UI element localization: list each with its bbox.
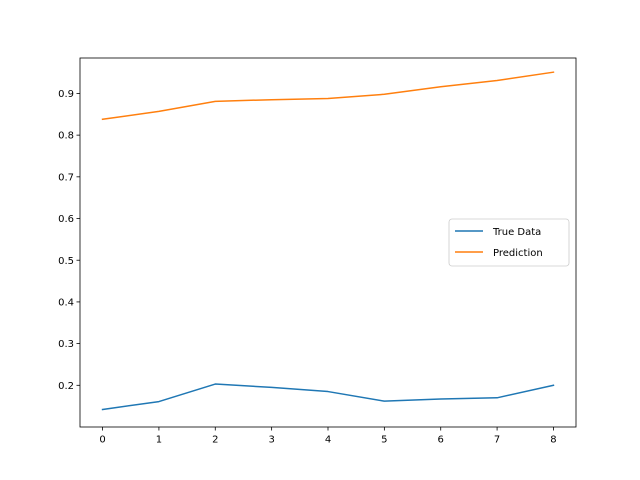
x-tick-label: 4: [325, 435, 331, 446]
x-tick-label: 5: [381, 435, 387, 446]
y-tick-label: 0.8: [58, 131, 74, 142]
y-tick-label: 0.3: [58, 339, 74, 350]
y-tick-label: 0.9: [58, 89, 74, 100]
series-line-true-data: [101, 383, 555, 411]
series-layer: [101, 71, 555, 411]
x-tick-label: 2: [212, 435, 218, 446]
x-tick-label: 7: [494, 435, 500, 446]
x-tick-label: 8: [550, 435, 556, 446]
y-tick-label: 0.4: [58, 298, 74, 309]
y-tick-label: 0.5: [58, 256, 74, 267]
y-tick-label: 0.7: [58, 172, 74, 183]
series-line-prediction: [101, 71, 555, 121]
legend-label-true-data: True Data: [492, 227, 541, 238]
x-tick-label: 0: [99, 435, 105, 446]
x-tick-label: 3: [268, 435, 274, 446]
x-tick-label: 1: [156, 435, 162, 446]
x-tick-label: 6: [438, 435, 444, 446]
y-tick-label: 0.2: [58, 381, 74, 392]
y-tick-label: 0.6: [58, 214, 74, 225]
legend-label-prediction: Prediction: [493, 248, 543, 259]
axes-layer: 0 1 2 3 4 5 6 7 8 0.2 0.3 0.4 0.5 0.6 0.7 0.8 0.9: [58, 57, 577, 446]
legend: True Data Prediction: [448, 218, 570, 267]
